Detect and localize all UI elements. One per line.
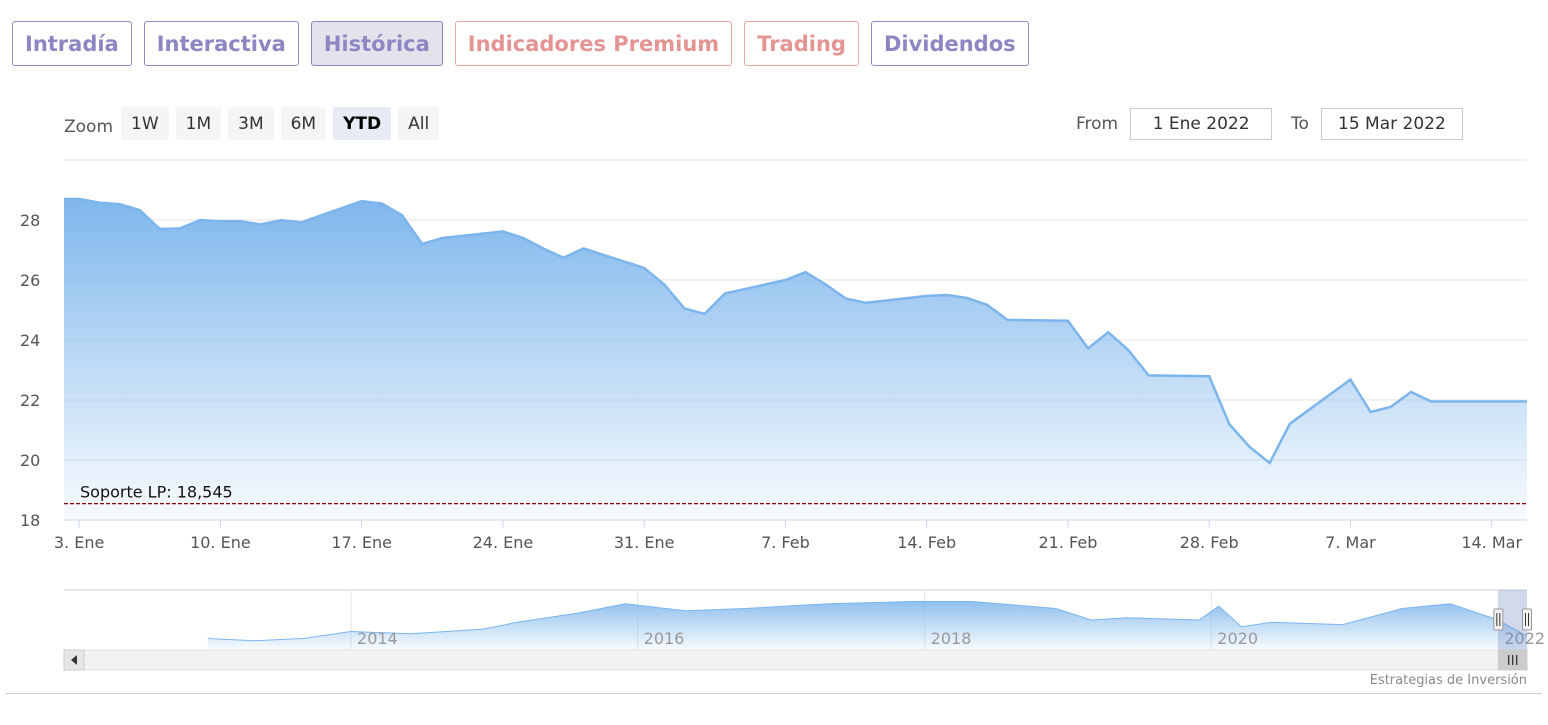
scrollbar-thumb[interactable] xyxy=(1497,649,1528,671)
navigator-handle-right[interactable] xyxy=(1522,608,1532,631)
divider xyxy=(6,693,1542,694)
navigator-year-label: 2018 xyxy=(931,629,972,648)
navigator-year-label: 2016 xyxy=(644,629,685,648)
zoom-button-3m[interactable]: 3M xyxy=(228,107,274,140)
zoom-buttons: 1W 1M 3M 6M YTD All xyxy=(121,107,446,140)
from-label: From xyxy=(1076,114,1119,134)
x-tick-label: 3. Ene xyxy=(54,533,104,552)
x-tick-label: 14. Feb xyxy=(897,533,956,552)
navigator-line xyxy=(207,601,1528,642)
zoom-button-1w[interactable]: 1W xyxy=(121,107,169,140)
zoom-button-ytd[interactable]: YTD xyxy=(333,107,392,140)
zoom-button-1m[interactable]: 1M xyxy=(175,107,222,140)
tab-histórica[interactable]: Histórica xyxy=(310,21,443,66)
x-tick-label: 7. Feb xyxy=(761,533,810,552)
x-tick-label: 31. Ene xyxy=(614,533,675,552)
zoom-button-all[interactable]: All xyxy=(398,107,440,140)
tab-dividendos[interactable]: Dividendos xyxy=(870,21,1029,66)
support-label: Soporte LP: 18,545 xyxy=(80,483,233,502)
scrollbar-track[interactable] xyxy=(63,649,1528,671)
x-tick-label: 10. Ene xyxy=(190,533,251,552)
from-date-input[interactable]: 1 Ene 2022 xyxy=(1130,108,1273,140)
scroll-left-button[interactable] xyxy=(63,649,85,671)
navigator-area xyxy=(207,601,1528,650)
price-line xyxy=(64,197,1527,465)
zoom-toolbar: Zoom 1W 1M 3M 6M YTD All xyxy=(64,107,446,140)
navigator-year-label: 2014 xyxy=(357,629,398,648)
range-from: From 1 Ene 2022 xyxy=(1076,108,1273,140)
x-tick-label: 17. Ene xyxy=(331,533,392,552)
zoom-button-6m[interactable]: 6M xyxy=(280,107,327,140)
scroll-right-button[interactable] xyxy=(1506,649,1528,671)
price-area xyxy=(64,199,1527,520)
to-label: To xyxy=(1291,114,1309,134)
triangle-left-icon xyxy=(71,655,77,665)
tab-interactiva[interactable]: Interactiva xyxy=(143,21,299,66)
navigator-selection[interactable] xyxy=(1498,590,1527,650)
zoom-label: Zoom xyxy=(64,116,114,137)
y-tick-label: 18 xyxy=(20,511,40,530)
chart-type-tabs: Intradía Interactiva Histórica Indicadores … xyxy=(12,21,1029,66)
x-tick-label: 14. Mar xyxy=(1461,533,1522,552)
x-tick-label: 28. Feb xyxy=(1180,533,1239,552)
y-tick-label: 20 xyxy=(20,451,40,470)
triangle-right-icon xyxy=(1514,655,1520,665)
y-tick-label: 24 xyxy=(20,331,40,350)
to-date-input[interactable]: 15 Mar 2022 xyxy=(1320,108,1463,140)
chart-credit[interactable]: Estrategias de Inversión xyxy=(1369,673,1527,688)
navigator-year-label: 2020 xyxy=(1217,629,1258,648)
y-tick-label: 22 xyxy=(20,391,40,410)
tab-intradía[interactable]: Intradía xyxy=(12,21,132,66)
range-to: To 15 Mar 2022 xyxy=(1291,108,1463,140)
x-tick-label: 24. Ene xyxy=(473,533,534,552)
y-tick-label: 26 xyxy=(20,271,40,290)
x-tick-label: 7. Mar xyxy=(1325,533,1376,552)
navigator-year-label: 2022 xyxy=(1504,629,1545,648)
tab-indicadores-premium[interactable]: Indicadores Premium xyxy=(454,21,733,66)
tab-trading[interactable]: Trading xyxy=(744,21,859,66)
navigator-handle-left[interactable] xyxy=(1493,608,1504,631)
x-tick-label: 21. Feb xyxy=(1038,533,1097,552)
y-tick-label: 28 xyxy=(20,211,40,230)
